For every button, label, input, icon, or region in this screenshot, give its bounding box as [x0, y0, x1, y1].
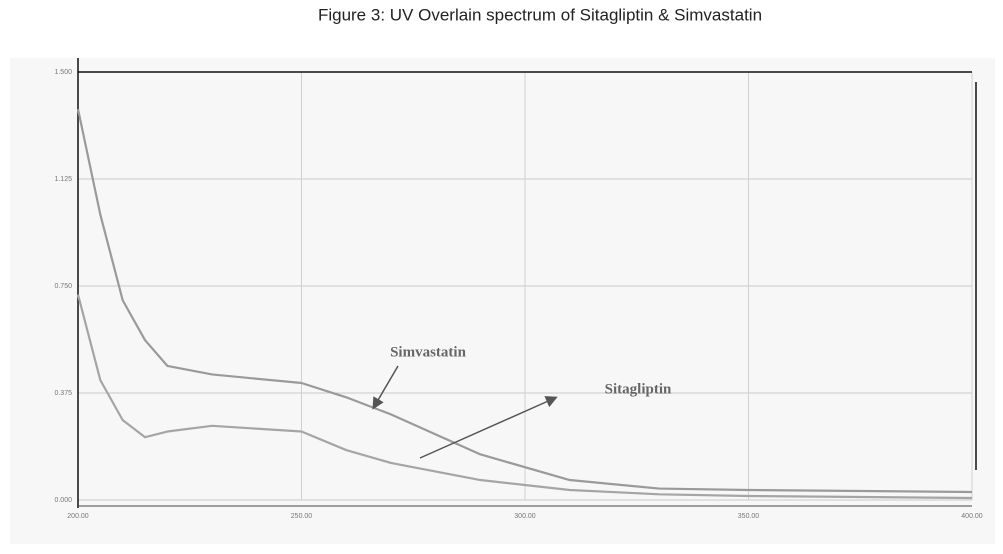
chart-title: Figure 3: UV Overlain spectrum of Sitagl…: [318, 5, 762, 24]
label-arrow: [419, 396, 558, 459]
x-tick-label: 250.00: [291, 513, 313, 520]
series-label: Sitagliptin: [605, 381, 672, 397]
x-tick-label: 400.00: [961, 513, 983, 520]
x-tick-label: 300.00: [514, 513, 536, 520]
series-label: Simvastatin: [390, 344, 467, 360]
y-tick-label: 0.375: [54, 390, 72, 397]
label-arrow: [372, 365, 399, 410]
y-tick-label: 1.125: [54, 176, 72, 183]
x-tick-label: 200.00: [67, 513, 89, 520]
y-tick-label: 1.500: [54, 69, 72, 76]
y-tick-label: 0.750: [54, 283, 72, 290]
series-line: [76, 108, 973, 494]
x-tick-label: 350.00: [738, 513, 760, 520]
series-line: [76, 294, 973, 500]
y-tick-label: 0.000: [54, 497, 72, 504]
chart-background: [10, 58, 995, 544]
